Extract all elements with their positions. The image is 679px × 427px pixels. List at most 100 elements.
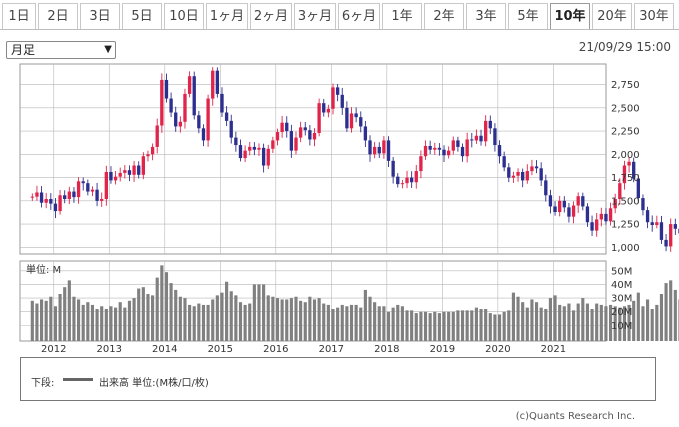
volume-bar — [188, 304, 192, 341]
tab-15[interactable]: 30年 — [634, 3, 674, 29]
candle — [585, 203, 590, 227]
candlestick-series — [30, 67, 679, 252]
chart-period-select[interactable]: 月足 ▼ — [6, 41, 116, 59]
volume-bar — [229, 291, 233, 341]
volume-bar — [340, 304, 344, 341]
candle-body — [669, 224, 673, 247]
candle — [354, 107, 358, 123]
candle-body — [211, 70, 215, 99]
candle-body — [483, 120, 488, 142]
candle — [669, 218, 673, 252]
candle — [659, 216, 664, 244]
candle-body — [72, 191, 76, 198]
volume-bar — [49, 296, 53, 341]
candle-body — [243, 150, 247, 159]
candle-body — [460, 146, 465, 157]
candle — [544, 174, 548, 202]
candle — [238, 139, 243, 162]
tab-6[interactable]: 2ヶ月 — [250, 3, 292, 29]
volume-bar — [511, 292, 515, 341]
candle — [220, 87, 224, 117]
candle-body — [604, 213, 608, 222]
candle — [104, 165, 108, 206]
candle — [650, 215, 654, 232]
price-tick-label: 1,250 — [611, 220, 640, 231]
volume-bar — [331, 309, 335, 341]
candle — [275, 128, 280, 146]
tab-7[interactable]: 3ヶ月 — [294, 3, 336, 29]
tab-8[interactable]: 6ヶ月 — [338, 3, 380, 29]
candle — [109, 166, 113, 184]
volume-bar — [641, 306, 645, 341]
tab-4[interactable]: 10日 — [164, 3, 204, 29]
candle-body — [507, 167, 511, 178]
candle-body — [451, 140, 455, 151]
volume-bar — [312, 299, 317, 341]
candle — [534, 160, 539, 174]
volume-bar — [225, 281, 229, 341]
candle — [312, 128, 317, 147]
candle-body — [511, 175, 516, 178]
candle-body — [599, 213, 603, 220]
tab-10[interactable]: 2年 — [424, 3, 464, 29]
candle-body — [81, 181, 85, 184]
volume-tick-label: 30M — [611, 294, 632, 305]
candle — [67, 186, 71, 205]
x-tick-label: 2014 — [152, 344, 177, 355]
tab-11[interactable]: 3年 — [466, 3, 506, 29]
volume-series — [30, 265, 679, 341]
tab-14[interactable]: 20年 — [592, 3, 632, 29]
volume-tick-label: 40M — [611, 280, 632, 291]
candle-body — [405, 177, 409, 184]
candle — [72, 187, 76, 203]
volume-bar — [363, 289, 367, 341]
volume-bar — [571, 310, 576, 341]
tab-12[interactable]: 5年 — [508, 3, 548, 29]
legend-label: 下段: — [31, 378, 55, 389]
tab-underline — [0, 29, 679, 30]
volume-bar — [151, 295, 155, 341]
candle — [497, 140, 502, 164]
chevron-down-icon: ▼ — [104, 44, 112, 55]
candle — [215, 67, 220, 98]
volume-bar — [141, 287, 145, 341]
candle-body — [622, 165, 627, 184]
candle-body — [419, 156, 423, 172]
volume-bar — [562, 306, 566, 341]
candle — [419, 150, 423, 179]
candle — [641, 194, 645, 216]
candle-body — [433, 147, 437, 150]
candle-body — [414, 171, 418, 183]
volume-bar — [400, 306, 404, 341]
volume-bar — [525, 307, 529, 341]
candle-body — [386, 140, 391, 161]
volume-bar — [585, 303, 590, 341]
candle — [516, 168, 520, 182]
candle-body — [655, 222, 659, 226]
tab-5[interactable]: 1ヶ月 — [206, 3, 248, 29]
tab-0[interactable]: 1日 — [2, 3, 36, 29]
tab-13[interactable]: 10年 — [550, 3, 590, 29]
candle-body — [187, 76, 192, 94]
candle-body — [76, 181, 81, 198]
candle-body — [382, 140, 386, 154]
candle — [141, 152, 146, 180]
volume-bar — [30, 300, 34, 341]
candle-body — [423, 145, 428, 157]
tab-3[interactable]: 5日 — [122, 3, 162, 29]
candle-body — [39, 192, 44, 203]
candle — [266, 144, 270, 170]
candle-body — [160, 79, 164, 126]
candle-body — [261, 147, 266, 166]
candle-body — [303, 127, 307, 131]
tab-2[interactable]: 3日 — [80, 3, 120, 29]
candle — [174, 106, 178, 132]
volume-bar — [530, 299, 534, 341]
tab-1[interactable]: 2日 — [38, 3, 78, 29]
candle — [331, 83, 335, 115]
tab-9[interactable]: 1年 — [382, 3, 422, 29]
candle — [433, 142, 437, 155]
volume-bar — [178, 296, 182, 341]
x-tick-label: 2016 — [263, 344, 288, 355]
candle — [627, 157, 631, 173]
